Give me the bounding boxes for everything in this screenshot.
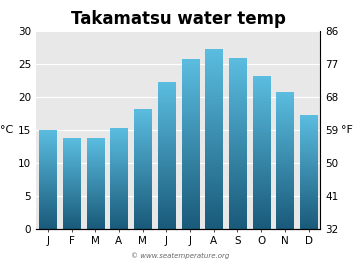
Y-axis label: °C: °C xyxy=(0,125,13,135)
Text: © www.seatemperature.org: © www.seatemperature.org xyxy=(131,252,229,259)
Y-axis label: °F: °F xyxy=(341,125,353,135)
Title: Takamatsu water temp: Takamatsu water temp xyxy=(71,10,285,28)
